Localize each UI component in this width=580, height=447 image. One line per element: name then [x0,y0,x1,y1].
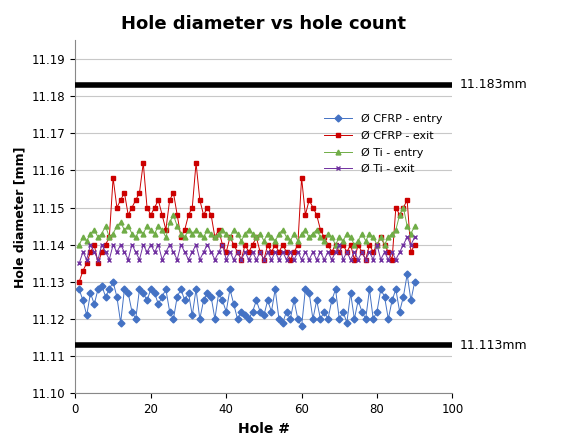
Ø CFRP - entry [177,287,184,292]
Line: Ø CFRP - entry: Ø CFRP - entry [77,272,417,329]
Y-axis label: Hole diameter [mm]: Hole diameter [mm] [13,146,26,287]
Ø CFRP - entry [298,324,305,329]
Ø Ti - entry [400,205,407,210]
Ø CFRP - entry [358,309,365,314]
Ø CFRP - exit [366,242,373,247]
Ø Ti - entry [310,231,317,236]
Ø Ti - entry [396,212,403,218]
Ø Ti - entry [121,227,128,232]
Ø Ti - exit [310,249,317,255]
Text: 11.113mm: 11.113mm [460,338,528,351]
Ø Ti - exit [177,242,184,247]
Ø Ti - exit [404,235,411,240]
Ø CFRP - entry [404,272,411,277]
Title: Hole diameter vs hole count: Hole diameter vs hole count [121,15,407,33]
Line: Ø Ti - exit: Ø Ti - exit [77,235,417,266]
Ø Ti - exit [362,257,369,262]
Ø CFRP - exit [411,242,418,247]
Ø Ti - exit [75,261,83,266]
Ø Ti - entry [75,242,83,247]
Line: Ø CFRP - exit: Ø CFRP - exit [77,160,417,284]
Ø CFRP - exit [400,205,407,210]
Ø Ti - exit [354,257,362,262]
Ø Ti - entry [354,238,362,244]
Ø Ti - entry [411,224,418,229]
Ø CFRP - exit [75,279,83,285]
Ø Ti - exit [121,249,128,255]
X-axis label: Hole #: Hole # [238,422,290,436]
Ø CFRP - exit [121,190,128,195]
Ø CFRP - exit [358,249,365,255]
Ø CFRP - entry [411,279,418,285]
Ø CFRP - entry [366,287,373,292]
Ø Ti - entry [362,238,369,244]
Legend: Ø CFRP - entry, Ø CFRP - exit, Ø Ti - entry, Ø Ti - exit: Ø CFRP - entry, Ø CFRP - exit, Ø Ti - en… [320,110,447,179]
Ø Ti - exit [396,249,403,255]
Text: 11.183mm: 11.183mm [460,78,528,91]
Ø CFRP - entry [400,294,407,299]
Ø CFRP - exit [181,227,188,232]
Ø CFRP - exit [140,160,147,165]
Ø CFRP - entry [75,287,83,292]
Ø CFRP - entry [121,287,128,292]
Ø CFRP - exit [313,212,320,218]
Ø CFRP - entry [313,298,320,303]
Ø Ti - entry [177,231,184,236]
Ø Ti - exit [411,235,418,240]
Line: Ø Ti - entry: Ø Ti - entry [77,205,417,247]
